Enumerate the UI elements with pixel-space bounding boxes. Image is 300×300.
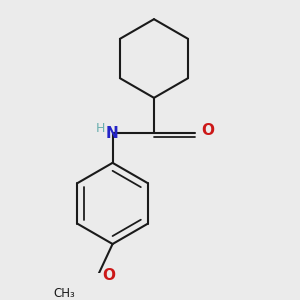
Text: H: H	[96, 122, 105, 135]
Text: O: O	[201, 123, 214, 138]
Text: O: O	[102, 268, 115, 283]
Text: N: N	[105, 125, 118, 140]
Text: CH₃: CH₃	[54, 287, 76, 300]
